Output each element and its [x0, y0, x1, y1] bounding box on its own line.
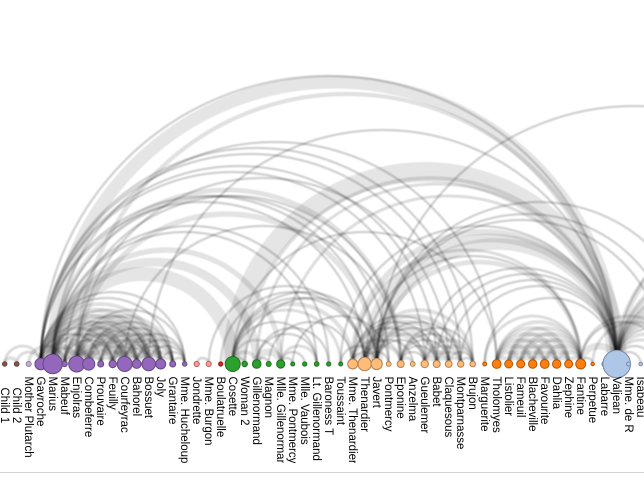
svg-text:Courfeyrac: Courfeyrac: [118, 377, 130, 433]
svg-text:Javert: Javert: [370, 377, 382, 409]
svg-text:Babet: Babet: [430, 377, 442, 408]
svg-text:Valjean: Valjean: [610, 377, 622, 415]
svg-text:Jondrette: Jondrette: [190, 377, 202, 425]
svg-text:Anzelma: Anzelma: [406, 377, 418, 422]
svg-text:Enjolras: Enjolras: [70, 377, 82, 419]
svg-text:Eponine: Eponine: [394, 377, 406, 419]
svg-text:Zephine: Zephine: [562, 377, 574, 419]
svg-text:Isabeau: Isabeau: [634, 377, 644, 418]
svg-text:Magnon: Magnon: [262, 377, 274, 419]
svg-text:Listolier: Listolier: [502, 377, 514, 417]
svg-text:Mme. Burgon: Mme. Burgon: [202, 377, 214, 446]
svg-text:Pontmercy: Pontmercy: [382, 377, 394, 432]
svg-text:Fameuil: Fameuil: [514, 377, 526, 418]
svg-text:Woman 2: Woman 2: [238, 377, 250, 426]
svg-text:Feuilly: Feuilly: [106, 377, 118, 410]
svg-text:Brujon: Brujon: [466, 377, 478, 410]
svg-text:Mme. de R: Mme. de R: [622, 377, 634, 433]
svg-text:Marius: Marius: [46, 377, 58, 412]
svg-text:Grantaire: Grantaire: [166, 377, 178, 425]
svg-text:Montparnasse: Montparnasse: [454, 377, 466, 450]
svg-text:Child 2: Child 2: [10, 388, 22, 424]
svg-text:Tholomyes: Tholomyes: [490, 377, 502, 433]
svg-text:Toussaint: Toussaint: [334, 377, 346, 426]
svg-text:Thenardier: Thenardier: [358, 377, 370, 433]
svg-text:Gillenormand: Gillenormand: [250, 377, 262, 445]
svg-text:Lt. Gillenormand: Lt. Gillenormand: [310, 377, 322, 461]
svg-text:Prouvaire: Prouvaire: [94, 377, 106, 426]
svg-text:Labarre: Labarre: [598, 377, 610, 417]
svg-text:Child 1: Child 1: [0, 388, 10, 424]
svg-text:Cosette: Cosette: [226, 377, 238, 417]
svg-text:Bossuet: Bossuet: [142, 377, 154, 419]
svg-text:Claquesous: Claquesous: [442, 377, 454, 438]
svg-text:Gueulemer: Gueulemer: [418, 377, 430, 434]
svg-text:Bahorel: Bahorel: [130, 377, 142, 417]
svg-text:Marguerite: Marguerite: [478, 377, 490, 432]
svg-text:Baroness T: Baroness T: [322, 377, 334, 436]
svg-text:Mme. Hucheloup: Mme. Hucheloup: [178, 377, 190, 464]
svg-text:Mme. Pontmercy: Mme. Pontmercy: [286, 377, 298, 464]
svg-text:Favourite: Favourite: [538, 377, 550, 425]
svg-text:Boulatruelle: Boulatruelle: [214, 377, 226, 438]
svg-text:Combeferre: Combeferre: [82, 377, 94, 438]
svg-text:Mme. Thenardier: Mme. Thenardier: [346, 377, 358, 465]
svg-text:Blacheville: Blacheville: [526, 377, 538, 432]
svg-text:Mlle. Gillenormand: Mlle. Gillenormand: [274, 377, 286, 473]
svg-text:Gavroche: Gavroche: [34, 377, 46, 427]
svg-text:Mabeuf: Mabeuf: [58, 377, 70, 416]
svg-text:Dahlia: Dahlia: [550, 377, 562, 410]
svg-text:Joly: Joly: [154, 377, 166, 398]
svg-text:Mother Plutarch: Mother Plutarch: [22, 377, 34, 458]
svg-text:Mlle. Vaubois: Mlle. Vaubois: [298, 377, 310, 445]
svg-text:Fantine: Fantine: [574, 377, 586, 415]
svg-text:Perpetue: Perpetue: [586, 377, 598, 424]
